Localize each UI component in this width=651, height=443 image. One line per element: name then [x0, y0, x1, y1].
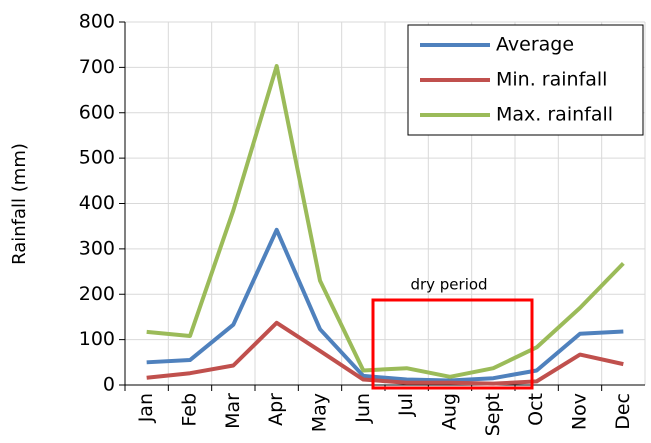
y-tick-label: 700 [79, 56, 115, 78]
x-tick-label: Jul [395, 393, 417, 417]
y-tick-label: 200 [79, 283, 115, 305]
y-tick-label: 800 [79, 11, 115, 33]
x-tick-label: Dec [612, 393, 634, 430]
x-tick-label: Sept [482, 393, 504, 436]
y-tick-label: 400 [79, 192, 115, 214]
x-tick-label: Jun [352, 393, 374, 424]
legend-label: Min. rainfall [496, 69, 607, 91]
x-tick-label: Oct [525, 393, 547, 426]
y-tick-label: 0 [103, 374, 115, 396]
y-tick-label: 600 [79, 101, 115, 123]
y-axis-label: Rainfall (mm) [9, 143, 30, 265]
series-line [146, 227, 624, 383]
y-tick-label: 300 [79, 237, 115, 259]
series-line [146, 64, 625, 379]
dry-period-box [371, 298, 534, 390]
series-line [146, 320, 624, 386]
x-tick-label: Nov [569, 393, 591, 430]
y-tick-label: 100 [79, 328, 115, 350]
legend-label: Average [496, 34, 574, 56]
legend-label: Max. rainfall [496, 104, 613, 126]
x-tick-label: Mar [222, 393, 244, 429]
x-tick-label: Jan [135, 393, 157, 423]
x-tick-label: Aug [439, 393, 461, 430]
y-tick-label: 500 [79, 147, 115, 169]
x-tick-label: Feb [179, 393, 201, 427]
x-tick-label: Apr [265, 393, 287, 426]
x-tick-label: May [309, 393, 331, 432]
annotation: dry period [410, 276, 487, 294]
